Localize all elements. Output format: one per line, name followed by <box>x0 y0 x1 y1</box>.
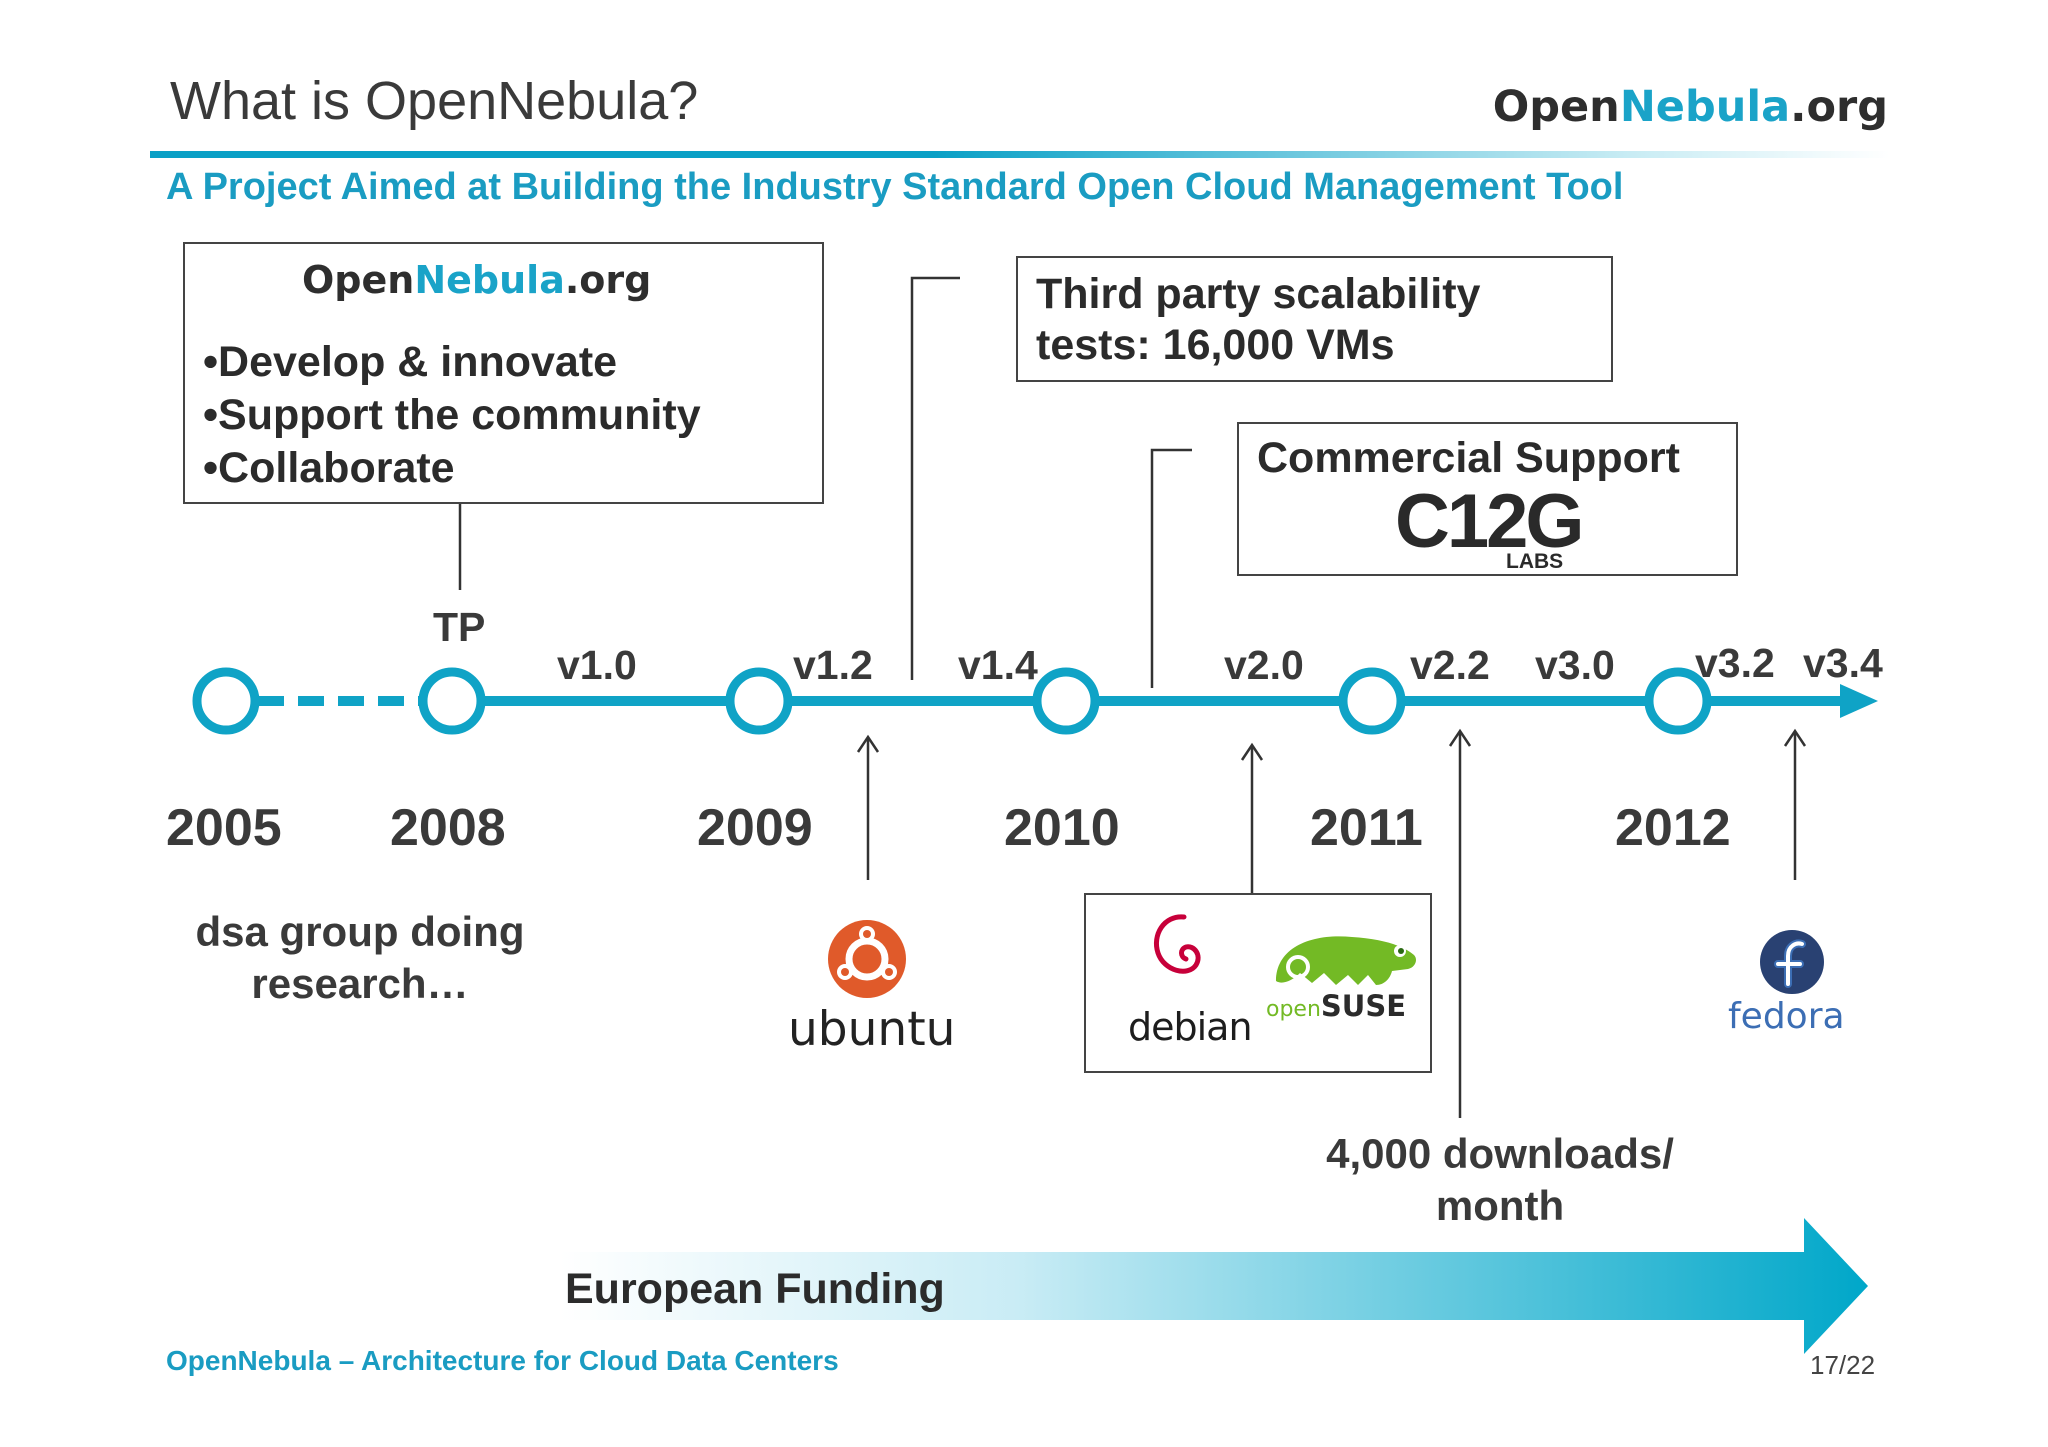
footer-text: OpenNebula – Architecture for Cloud Data… <box>166 1345 839 1376</box>
box-logo-part-nebula: Nebula <box>414 258 565 302</box>
version-label: v1.4 <box>958 642 1038 688</box>
commercial-support-heading: Commercial Support <box>1257 434 1680 482</box>
version-label: v3.2 <box>1695 640 1775 686</box>
downloads-arrowhead <box>1448 728 1472 747</box>
milestone-2012 <box>1644 667 1712 735</box>
downloads-note-line2: month <box>1435 1182 1565 1229</box>
version-label: v3.4 <box>1803 640 1883 686</box>
commercial-support-box: Commercial Support C12G LABS <box>1237 422 1738 576</box>
c12g-logo: C12G <box>1395 479 1585 564</box>
milestone-2010 <box>1032 667 1100 735</box>
goal-item: •Develop & innovate <box>203 338 618 386</box>
version-label: v2.2 <box>1410 642 1490 688</box>
downloads-note: 4,000 downloads/ month <box>1300 1128 1700 1232</box>
version-label: v2.0 <box>1224 642 1304 688</box>
logo-part-open: Open <box>1492 82 1620 132</box>
milestone-2011 <box>1338 667 1406 735</box>
opensuse-label: openSUSE <box>1266 989 1406 1023</box>
milestone-2009 <box>725 667 793 735</box>
debian-label: debian <box>1128 1005 1253 1049</box>
box-logo-part-open: Open <box>302 258 415 302</box>
c12g-labs-text: LABS <box>1506 550 1564 573</box>
opennebula-goals-box: OpenNebula.org •Develop & innovate •Supp… <box>183 242 824 504</box>
box-logo-part-org: .org <box>564 258 652 302</box>
goals-list: •Develop & innovate •Support the communi… <box>203 336 701 495</box>
commercial-connector <box>1150 448 1192 688</box>
logo-part-nebula: Nebula <box>1619 82 1791 132</box>
timeline-arrowhead <box>1840 684 1878 718</box>
goal-item: •Support the community <box>203 391 701 439</box>
goal-item: •Collaborate <box>203 444 455 492</box>
opensuse-label-part1: open <box>1266 997 1321 1022</box>
box-opennebula-logo: OpenNebula.org <box>302 258 651 302</box>
year-label: 2005 <box>166 799 282 857</box>
version-label: v1.2 <box>793 642 873 688</box>
ubuntu-arrowhead <box>856 734 880 753</box>
page-subtitle: A Project Aimed at Building the Industry… <box>166 166 1624 208</box>
year-label: 2011 <box>1310 799 1423 857</box>
funding-label: European Funding <box>565 1265 945 1313</box>
ubuntu-logo-icon <box>828 920 906 998</box>
debian-swirl-icon <box>1154 914 1201 974</box>
year-label: 2008 <box>390 799 506 857</box>
header-rule <box>150 151 1890 158</box>
year-label: 2010 <box>1004 799 1120 857</box>
page-number: 17/22 <box>1810 1350 1876 1380</box>
scalability-line2: tests: 16,000 VMs <box>1036 321 1395 369</box>
opensuse-label-part2: SUSE <box>1320 989 1407 1023</box>
opennebula-logo: OpenNebula.org <box>1493 82 1888 132</box>
tp-label: TP <box>433 604 486 650</box>
logo-part-org: .org <box>1790 82 1888 132</box>
research-note: dsa group doing research… <box>160 906 560 1010</box>
ubuntu-label: ubuntu <box>788 1002 956 1057</box>
research-note-line2: research… <box>251 960 469 1007</box>
fedora-logo-icon <box>1760 930 1824 994</box>
debian-arrowhead <box>1240 742 1264 761</box>
opensuse-chameleon-icon <box>1276 936 1416 985</box>
distros-box: debian openSUSE <box>1084 893 1432 1073</box>
fedora-label: fedora <box>1728 996 1845 1037</box>
scalability-line1: Third party scalability <box>1036 270 1481 318</box>
fedora-arrowhead <box>1783 728 1807 747</box>
research-note-line1: dsa group doing <box>195 908 525 955</box>
scalability-box: Third party scalability tests: 16,000 VM… <box>1016 256 1613 382</box>
year-label: 2009 <box>697 799 813 857</box>
milestone-2008 <box>418 667 486 735</box>
downloads-note-line1: 4,000 downloads/ <box>1326 1130 1674 1177</box>
milestone-2005 <box>192 667 260 735</box>
page-title: What is OpenNebula? <box>170 71 699 131</box>
version-label: v1.0 <box>557 642 637 688</box>
funding-arrow-shape <box>560 1218 1868 1354</box>
year-label: 2012 <box>1615 799 1731 857</box>
version-label: v3.0 <box>1535 642 1615 688</box>
scalability-connector <box>910 276 960 680</box>
